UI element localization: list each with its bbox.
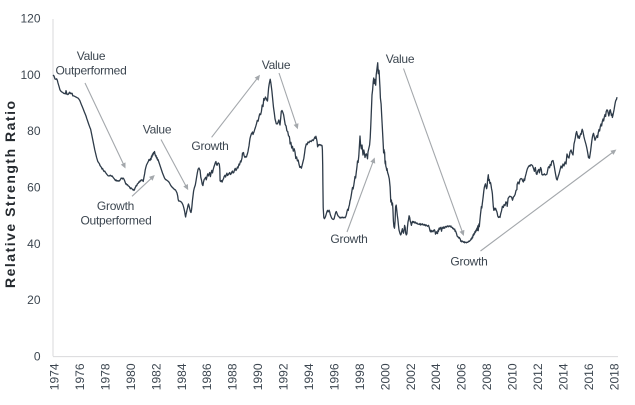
svg-text:2008: 2008 [480, 363, 494, 390]
svg-text:Outperformed: Outperformed [80, 214, 151, 228]
svg-text:120: 120 [20, 12, 40, 26]
svg-text:1988: 1988 [226, 363, 240, 390]
svg-text:2002: 2002 [404, 363, 418, 390]
svg-text:1984: 1984 [175, 363, 189, 390]
svg-text:Value: Value [77, 49, 106, 63]
svg-text:2006: 2006 [455, 363, 469, 390]
svg-text:60: 60 [27, 181, 41, 195]
svg-text:Growth: Growth [330, 232, 367, 246]
svg-text:1990: 1990 [251, 363, 265, 390]
svg-text:1978: 1978 [98, 363, 112, 390]
svg-text:1996: 1996 [327, 363, 341, 390]
svg-text:1982: 1982 [149, 363, 163, 390]
svg-text:20: 20 [27, 293, 41, 307]
svg-text:1980: 1980 [124, 363, 138, 390]
svg-text:1994: 1994 [302, 363, 316, 390]
svg-text:2016: 2016 [582, 363, 596, 390]
svg-text:2012: 2012 [531, 363, 545, 390]
svg-text:80: 80 [27, 124, 41, 138]
svg-text:2010: 2010 [506, 363, 520, 390]
svg-text:2000: 2000 [378, 363, 392, 390]
svg-text:Growth: Growth [97, 199, 134, 213]
svg-text:Relative Strength Ratio: Relative Strength Ratio [2, 99, 18, 288]
svg-text:Value: Value [262, 58, 291, 72]
svg-text:1998: 1998 [353, 363, 367, 390]
svg-text:2018: 2018 [607, 363, 621, 390]
svg-text:0: 0 [34, 349, 41, 363]
svg-text:Value: Value [386, 52, 415, 66]
svg-text:Outperformed: Outperformed [55, 64, 126, 78]
svg-text:Growth: Growth [450, 255, 487, 269]
svg-text:100: 100 [20, 68, 40, 82]
svg-text:2014: 2014 [557, 363, 571, 390]
svg-text:1976: 1976 [73, 363, 87, 390]
svg-text:1986: 1986 [200, 363, 214, 390]
svg-text:40: 40 [27, 237, 41, 251]
svg-text:1974: 1974 [48, 363, 62, 390]
svg-text:2004: 2004 [429, 363, 443, 390]
svg-text:1992: 1992 [277, 363, 291, 390]
svg-text:Growth: Growth [191, 139, 228, 153]
svg-text:Value: Value [143, 123, 172, 137]
